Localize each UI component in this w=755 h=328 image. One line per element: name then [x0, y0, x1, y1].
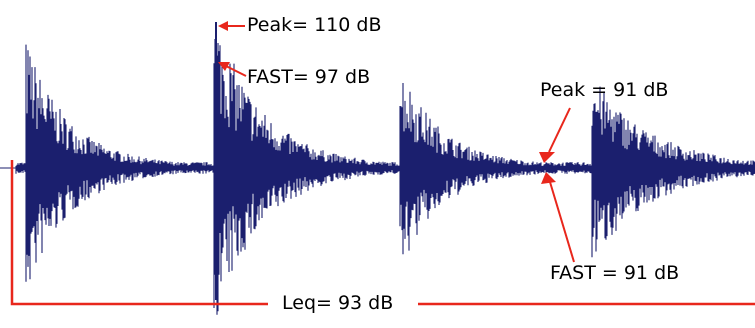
peak-2-arrowhead — [539, 152, 555, 163]
leq-label: Leq= 93 dB — [279, 294, 397, 313]
fast-91-label: FAST = 91 dB — [550, 262, 680, 284]
fast-2-arrow-line — [549, 181, 575, 263]
waveform-trace — [15, 39, 755, 315]
fast-1-arrow-line — [225, 65, 247, 77]
fast-1-arrowhead — [218, 62, 230, 71]
peak-91-label: Peak = 91 dB — [540, 79, 669, 101]
peak-1-arrowhead — [218, 21, 228, 31]
peak-2-arrow-line — [548, 107, 571, 153]
peak-110-label: Peak= 110 dB — [247, 14, 382, 36]
leq-bracket-left — [10, 160, 268, 306]
audio-waveform — [15, 22, 755, 315]
fast-2-arrowhead — [541, 172, 556, 184]
fast-97-label: FAST= 97 dB — [247, 66, 371, 88]
